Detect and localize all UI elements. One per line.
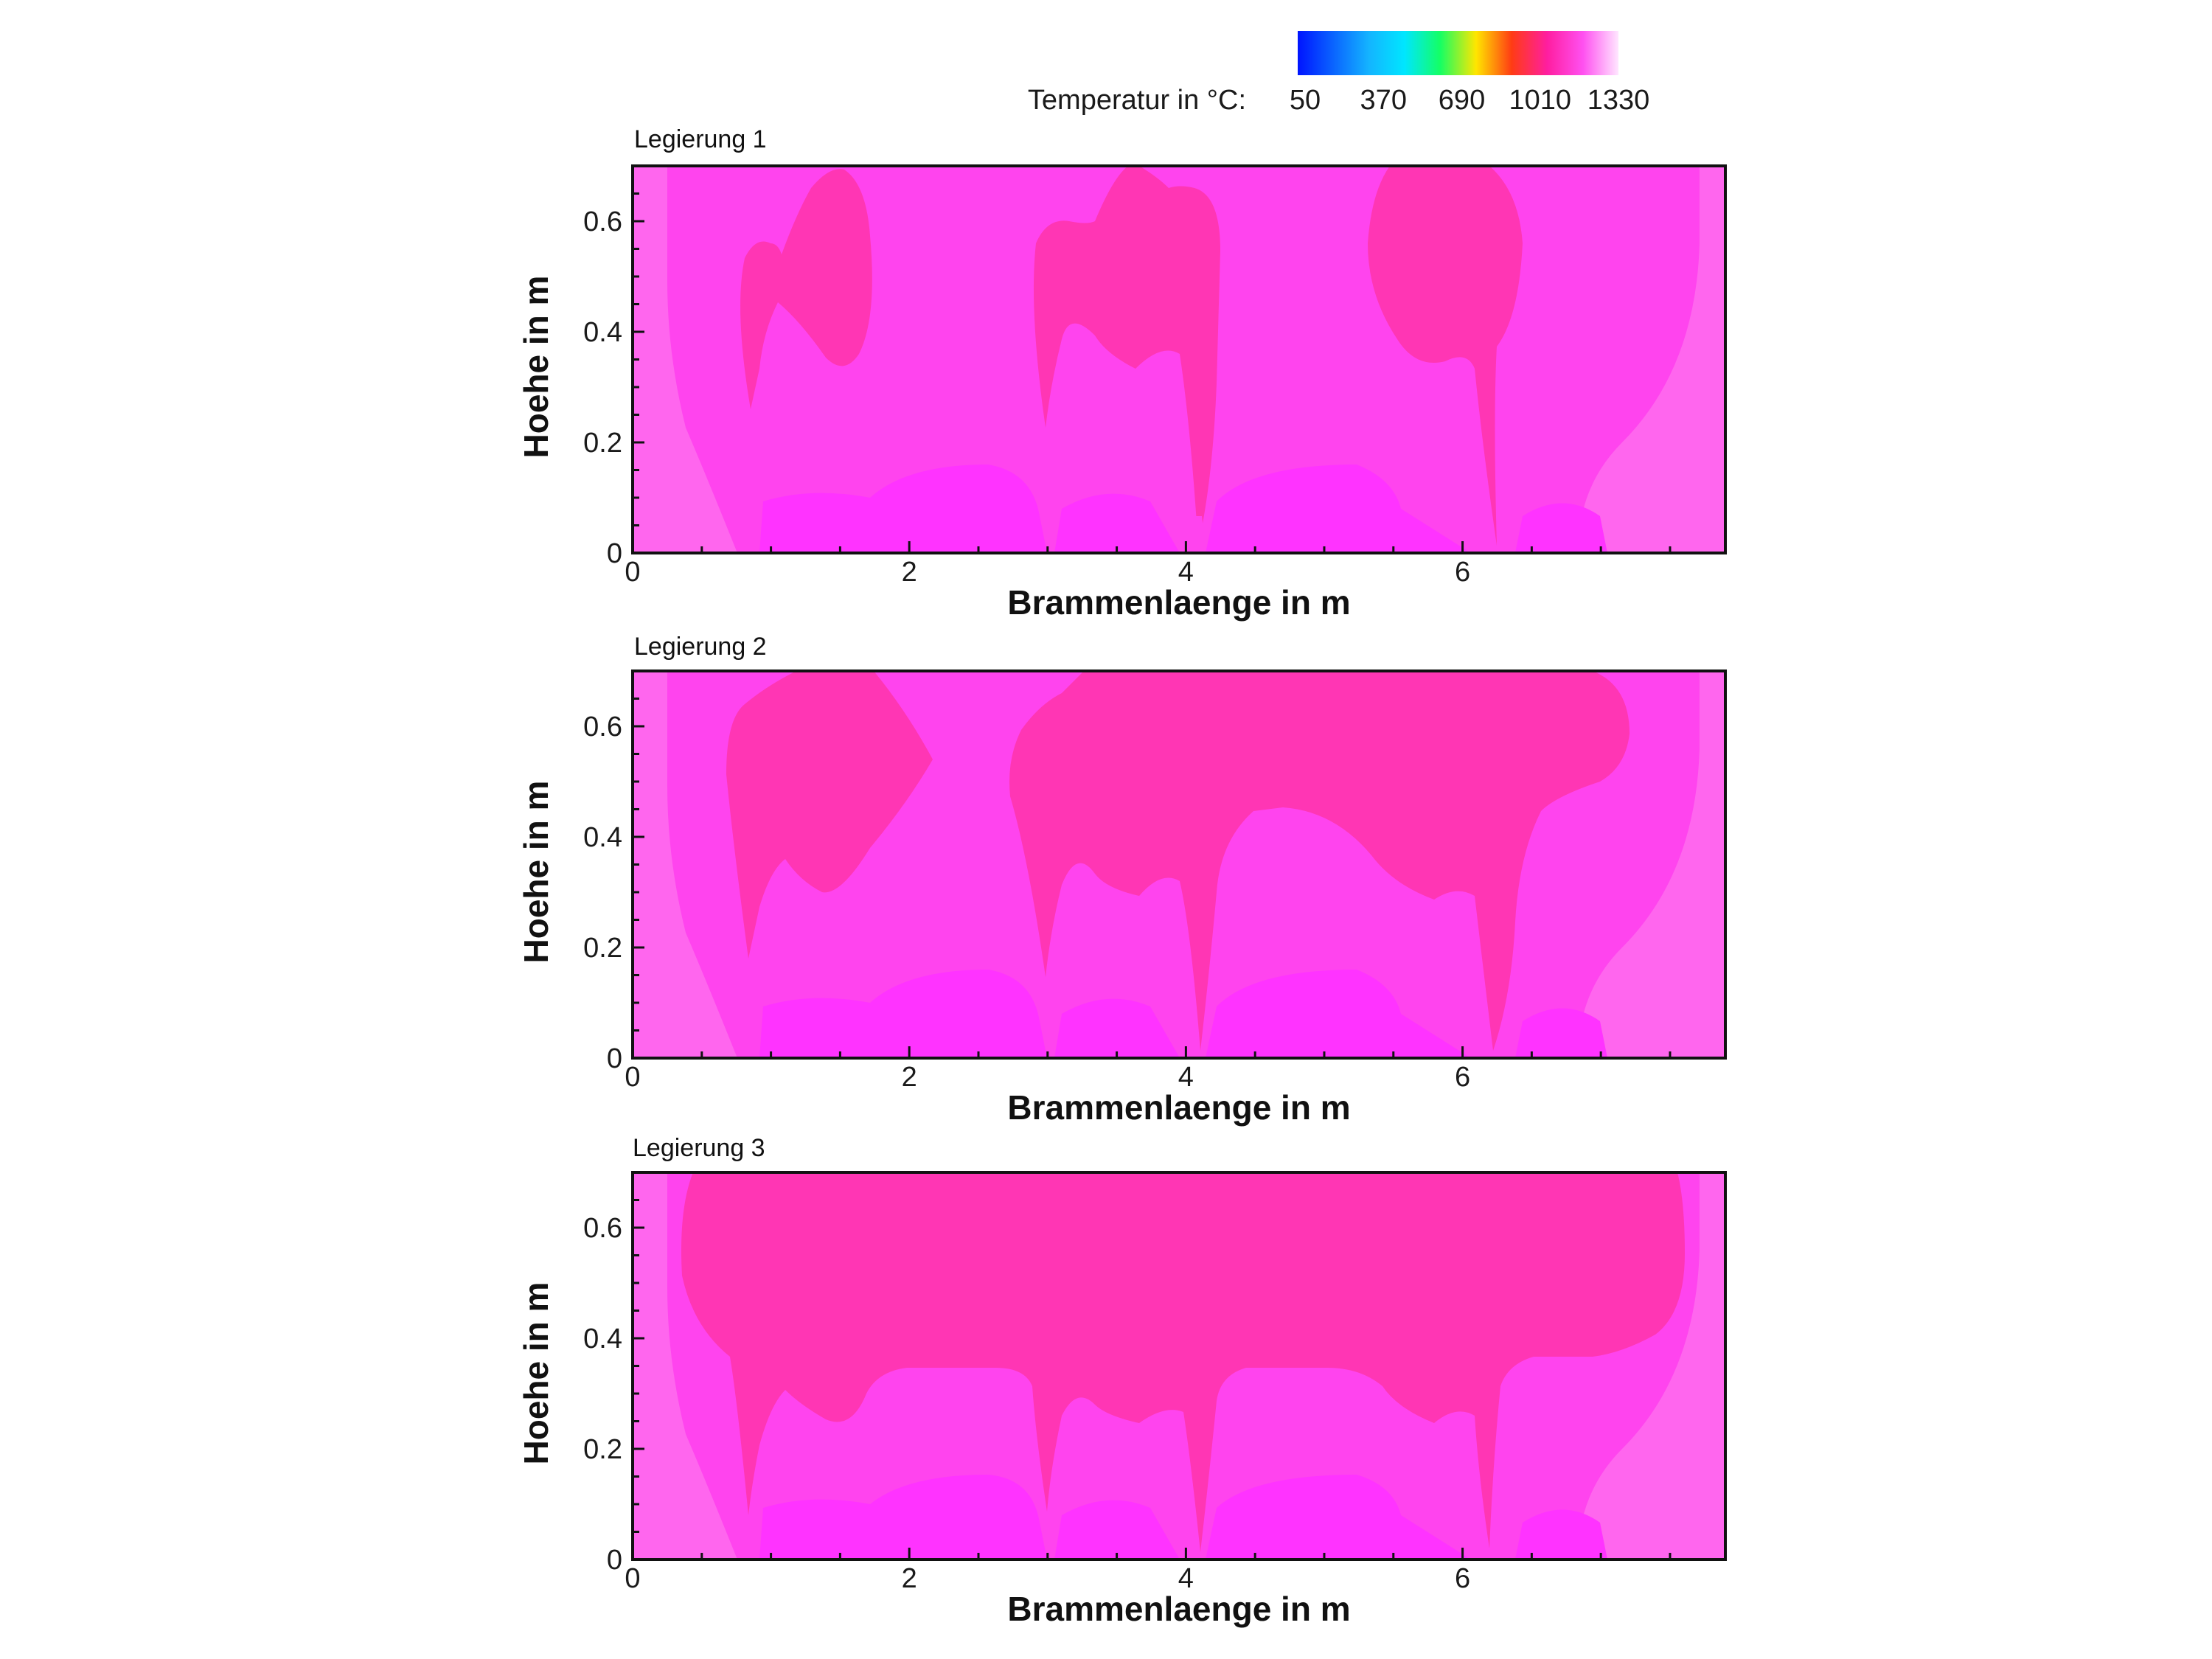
- panel-title: Legierung 2: [634, 633, 767, 661]
- contour-hot-core: [726, 671, 933, 959]
- contour-bottom-warm: [1206, 465, 1471, 553]
- contour-field: [633, 671, 1725, 1058]
- y-tick-label: 0: [607, 1043, 622, 1074]
- contour-bottom-warm: [759, 465, 1047, 553]
- colorbar-label: Temperatur in °C:: [1028, 85, 1246, 116]
- y-tick-label: 0.2: [583, 933, 622, 964]
- y-tick-label: 0.6: [583, 1213, 622, 1244]
- panel-title: Legierung 3: [633, 1134, 765, 1162]
- contour-bottom-warm: [1054, 1500, 1180, 1559]
- contour-bottom-warm: [759, 970, 1047, 1058]
- y-axis-label: Hoehe in m: [517, 781, 555, 964]
- y-tick-label: 0.2: [583, 428, 622, 459]
- y-tick-label: 0.4: [583, 317, 622, 348]
- contour-hot-core: [1368, 166, 1523, 546]
- contour-hot-core: [1009, 671, 1630, 1051]
- contour-bottom-warm: [1206, 1475, 1471, 1559]
- panel-title: Legierung 1: [634, 125, 767, 153]
- y-tick-label: 0.2: [583, 1434, 622, 1465]
- x-tick-label: 4: [1178, 1563, 1194, 1594]
- x-tick-label: 4: [1178, 1062, 1194, 1093]
- y-tick-label: 0.4: [583, 1324, 622, 1354]
- colorbar-tick-label: 370: [1360, 85, 1407, 116]
- contour-mid: [1193, 516, 1206, 553]
- contour-field: [633, 1172, 1725, 1559]
- contour-bottom-warm: [1054, 493, 1180, 553]
- contour-bottom-warm: [1515, 1008, 1607, 1058]
- panel-legierung-3: Legierung 3 0 2 4 6 0 0.2 0.4 0.6 Brammenlaenge …: [517, 1134, 1727, 1628]
- x-tick-label: 0: [625, 1062, 640, 1093]
- y-tick-label: 0.6: [583, 712, 622, 742]
- colorbar: Temperatur in °C: 50 370 690 1010 1330: [1028, 31, 1649, 116]
- contour-bottom-warm: [1054, 998, 1180, 1058]
- colorbar-tick-labels: 50 370 690 1010 1330: [1290, 85, 1649, 116]
- contour-hot-core: [1033, 166, 1220, 546]
- y-tick-label: 0: [607, 538, 622, 569]
- colorbar-tick-label: 690: [1439, 85, 1485, 116]
- x-tick-label: 0: [625, 557, 640, 588]
- y-tick-label: 0: [607, 1545, 622, 1576]
- contour-bottom-warm: [759, 1475, 1047, 1559]
- x-axis-label: Brammenlaenge in m: [1007, 1088, 1350, 1127]
- x-tick-label: 6: [1455, 557, 1470, 588]
- colorbar-tick-label: 50: [1290, 85, 1321, 116]
- x-axis-label: Brammenlaenge in m: [1007, 583, 1350, 622]
- x-tick-label: 2: [902, 557, 917, 588]
- contour-hot-core: [681, 1172, 1685, 1552]
- x-tick-label: 4: [1178, 557, 1194, 588]
- x-tick-label: 2: [902, 1062, 917, 1093]
- contour-field: [633, 166, 1725, 553]
- y-axis-label: Hoehe in m: [517, 276, 555, 459]
- colorbar-tick-label: 1330: [1587, 85, 1650, 116]
- x-tick-label: 2: [902, 1563, 917, 1594]
- contour-bottom-warm: [1515, 1509, 1607, 1559]
- x-axis-label: Brammenlaenge in m: [1007, 1590, 1350, 1628]
- contour-hot-core: [740, 169, 872, 409]
- y-axis-label: Hoehe in m: [517, 1282, 555, 1465]
- colorbar-tick-label: 1010: [1509, 85, 1571, 116]
- panel-legierung-1: Legierung 1 0 2 4 6 0 0.2 0.4 0.6 Brammenlaenge …: [517, 125, 1727, 622]
- x-tick-label: 6: [1455, 1062, 1470, 1093]
- contour-bottom-warm: [1206, 970, 1471, 1058]
- colorbar-gradient: [1298, 31, 1618, 75]
- x-tick-label: 0: [625, 1563, 640, 1594]
- y-tick-label: 0.6: [583, 206, 622, 237]
- panel-legierung-2: Legierung 2 0 2 4 6 0 0.2 0.4 0.6 Brammenlaenge …: [517, 633, 1727, 1127]
- contour-bottom-warm: [1515, 503, 1607, 553]
- x-tick-label: 6: [1455, 1563, 1470, 1594]
- y-tick-label: 0.4: [583, 822, 622, 853]
